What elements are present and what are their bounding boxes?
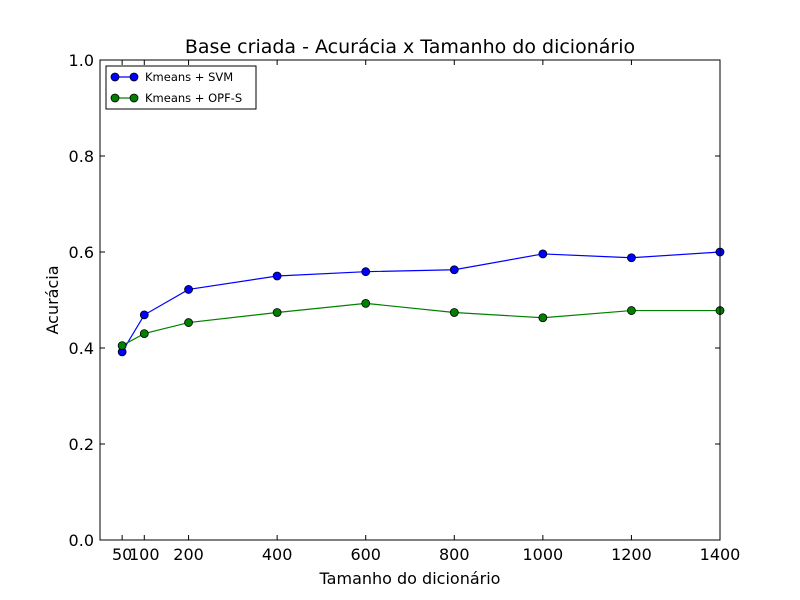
data-point-kmeans-svm [361, 267, 371, 277]
legend-label: Kmeans + SVM [145, 70, 233, 84]
chart-title: Base criada - Acurácia x Tamanho do dici… [185, 36, 635, 58]
data-point-kmeans-svm [538, 249, 548, 259]
data-point-kmeans-svm [139, 310, 149, 320]
x-tick-label: 400 [262, 545, 293, 564]
data-point-kmeans-opf-s [184, 318, 193, 327]
x-tick-label: 50 [112, 545, 132, 564]
data-point-kmeans-opf-s [272, 308, 282, 317]
legend-swatch-marker [129, 93, 139, 103]
legend-swatch-marker [110, 72, 120, 82]
x-tick-label: 1200 [611, 545, 652, 564]
legend-swatch-marker [129, 72, 139, 82]
x-tick-label: 100 [129, 545, 160, 564]
data-point-kmeans-svm [184, 285, 193, 294]
legend-label: Kmeans + OPF-S [145, 91, 242, 105]
y-axis-label: Acurácia [43, 265, 62, 334]
legend-box [105, 65, 257, 110]
x-tick-label: 1400 [700, 545, 741, 564]
y-tick-label: 0.6 [69, 243, 94, 262]
data-point-kmeans-opf-s [538, 313, 548, 323]
data-point-kmeans-opf-s [361, 298, 371, 308]
legend: Kmeans + SVM Kmeans + OPF-S [105, 65, 257, 110]
y-tick-label: 0.0 [69, 531, 94, 550]
data-point-kmeans-svm [449, 265, 459, 275]
x-tick-label: 600 [350, 545, 381, 564]
x-tick-label: 800 [439, 545, 470, 564]
data-point-kmeans-opf-s [449, 308, 459, 317]
data-point-kmeans-svm [272, 271, 282, 281]
data-point-kmeans-svm [627, 253, 636, 263]
x-tick-label: 200 [173, 545, 204, 564]
y-tick-label: 1.0 [69, 51, 94, 70]
y-tick-label: 0.8 [69, 147, 94, 166]
series-line-kmeans-svm [121, 251, 721, 353]
data-point-kmeans-opf-s [117, 341, 127, 351]
data-point-kmeans-opf-s [139, 329, 149, 339]
x-axis-label: Tamanho do dicionário [319, 569, 501, 588]
plot-frame [99, 59, 721, 541]
legend-swatch-marker [110, 93, 120, 103]
series-layer [117, 247, 725, 357]
x-tick-label: 1000 [522, 545, 563, 564]
y-tick-label: 0.4 [69, 339, 94, 358]
y-tick-label: 0.2 [69, 435, 94, 454]
data-point-kmeans-opf-s [627, 306, 636, 315]
